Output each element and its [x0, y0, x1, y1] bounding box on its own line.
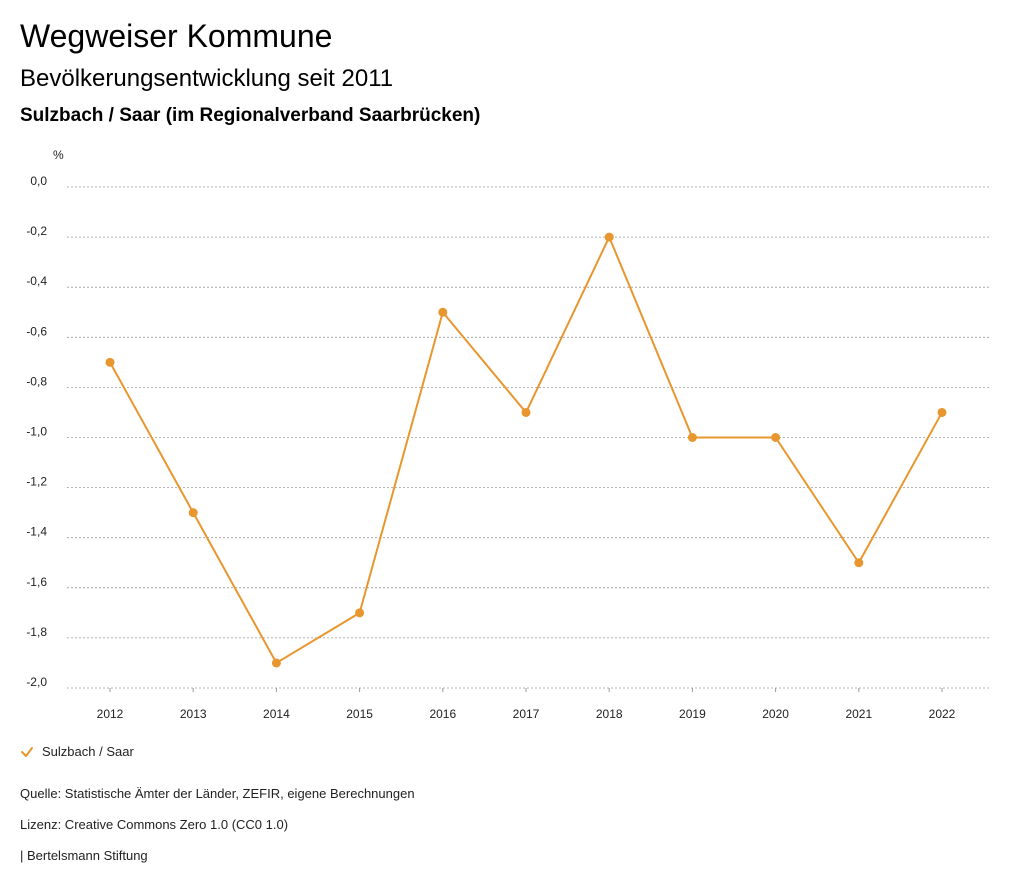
series-line [109, 236, 943, 664]
y-tick-label: -1,4 [26, 525, 47, 539]
x-tick-label: 2017 [513, 707, 540, 721]
y-axis-ticks: 0,0 -0,2 -0,4 -0,6 -0,8 -1,0 -1,2 -1,4 -1,6 -1,8 -… [26, 174, 47, 689]
y-tick-label: -0,4 [26, 274, 47, 288]
data-point-2012[interactable] [105, 357, 115, 367]
x-tick-label: 2019 [679, 707, 706, 721]
source-note: Quelle: Statistische Ämter der Länder, Z… [20, 786, 415, 801]
data-point-2018[interactable] [604, 232, 614, 242]
x-tick-label: 2014 [263, 707, 290, 721]
x-tick-label: 2022 [929, 707, 956, 721]
chart-subtitle: Bevölkerungsentwicklung seit 2011 [20, 65, 394, 92]
region-name: Sulzbach / Saar (im Regionalverband Saar… [20, 105, 481, 126]
line-chart: % 0,0 -0,2 -0,4 -0,6 -0,8 -1,0 -1,2 -1,4 -1,6 -1,… [26, 148, 990, 721]
y-tick-label: -1,8 [26, 625, 47, 639]
x-tick-label: 2016 [429, 707, 456, 721]
y-tick-label: -1,2 [26, 475, 47, 489]
license-note: Lizenz: Creative Commons Zero 1.0 (CC0 1… [20, 817, 289, 832]
data-point-2019[interactable] [687, 433, 697, 442]
data-point-2021[interactable] [854, 558, 864, 568]
x-tick-label: 2018 [596, 707, 623, 721]
data-point-2015[interactable] [355, 608, 365, 618]
grid-lines [67, 186, 990, 689]
legend-item-sulzbach[interactable]: Sulzbach / Saar [20, 744, 134, 759]
publisher-note: | Bertelsmann Stiftung [20, 848, 148, 863]
x-tick-label: 2021 [845, 707, 872, 721]
y-tick-label: 0,0 [30, 174, 47, 188]
y-tick-label: -1,0 [26, 425, 47, 439]
legend-label: Sulzbach / Saar [42, 744, 134, 759]
data-point-2017[interactable] [521, 407, 531, 417]
y-tick-label: -2,0 [26, 675, 47, 689]
data-point-2022[interactable] [937, 407, 947, 417]
data-point-2014[interactable] [271, 658, 281, 668]
x-tick-label: 2013 [180, 707, 207, 721]
data-point-2013[interactable] [188, 508, 198, 518]
x-tick-label: 2012 [97, 707, 124, 721]
data-point-2020[interactable] [771, 433, 781, 442]
y-axis-unit-label: % [53, 148, 64, 162]
y-tick-label: -0,2 [26, 224, 47, 238]
check-icon [21, 746, 33, 757]
y-tick-label: -0,6 [26, 324, 47, 338]
data-point-2016[interactable] [438, 307, 448, 317]
x-tick-label: 2020 [762, 707, 789, 721]
y-tick-label: -0,8 [26, 374, 47, 388]
x-tick-label: 2015 [346, 707, 373, 721]
y-tick-label: -1,6 [26, 575, 47, 589]
page-title: Wegweiser Kommune [20, 18, 333, 54]
x-axis-ticks: 2012 2013 2014 2015 2016 2017 2018 2019 2020 2021… [97, 688, 956, 721]
series-layer [105, 232, 947, 668]
